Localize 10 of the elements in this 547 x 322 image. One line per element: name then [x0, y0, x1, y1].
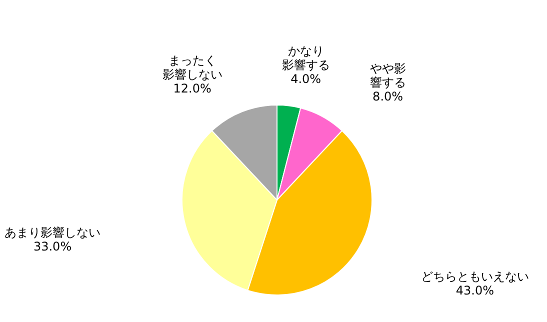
slice-label: かなり影響する	[282, 44, 330, 72]
slice-label: やや影響する	[370, 62, 406, 90]
data-label: 8.0%	[372, 90, 404, 104]
data-label: 4.0%	[290, 72, 322, 86]
slice-label: どちらともいえない	[420, 269, 529, 284]
data-label: 33.0%	[33, 240, 72, 254]
slice-label: まったく影響しない	[162, 54, 222, 82]
data-label: 43.0%	[456, 283, 494, 298]
data-label: 12.0%	[173, 82, 212, 96]
slice-label: あまり影響しない	[4, 226, 101, 240]
